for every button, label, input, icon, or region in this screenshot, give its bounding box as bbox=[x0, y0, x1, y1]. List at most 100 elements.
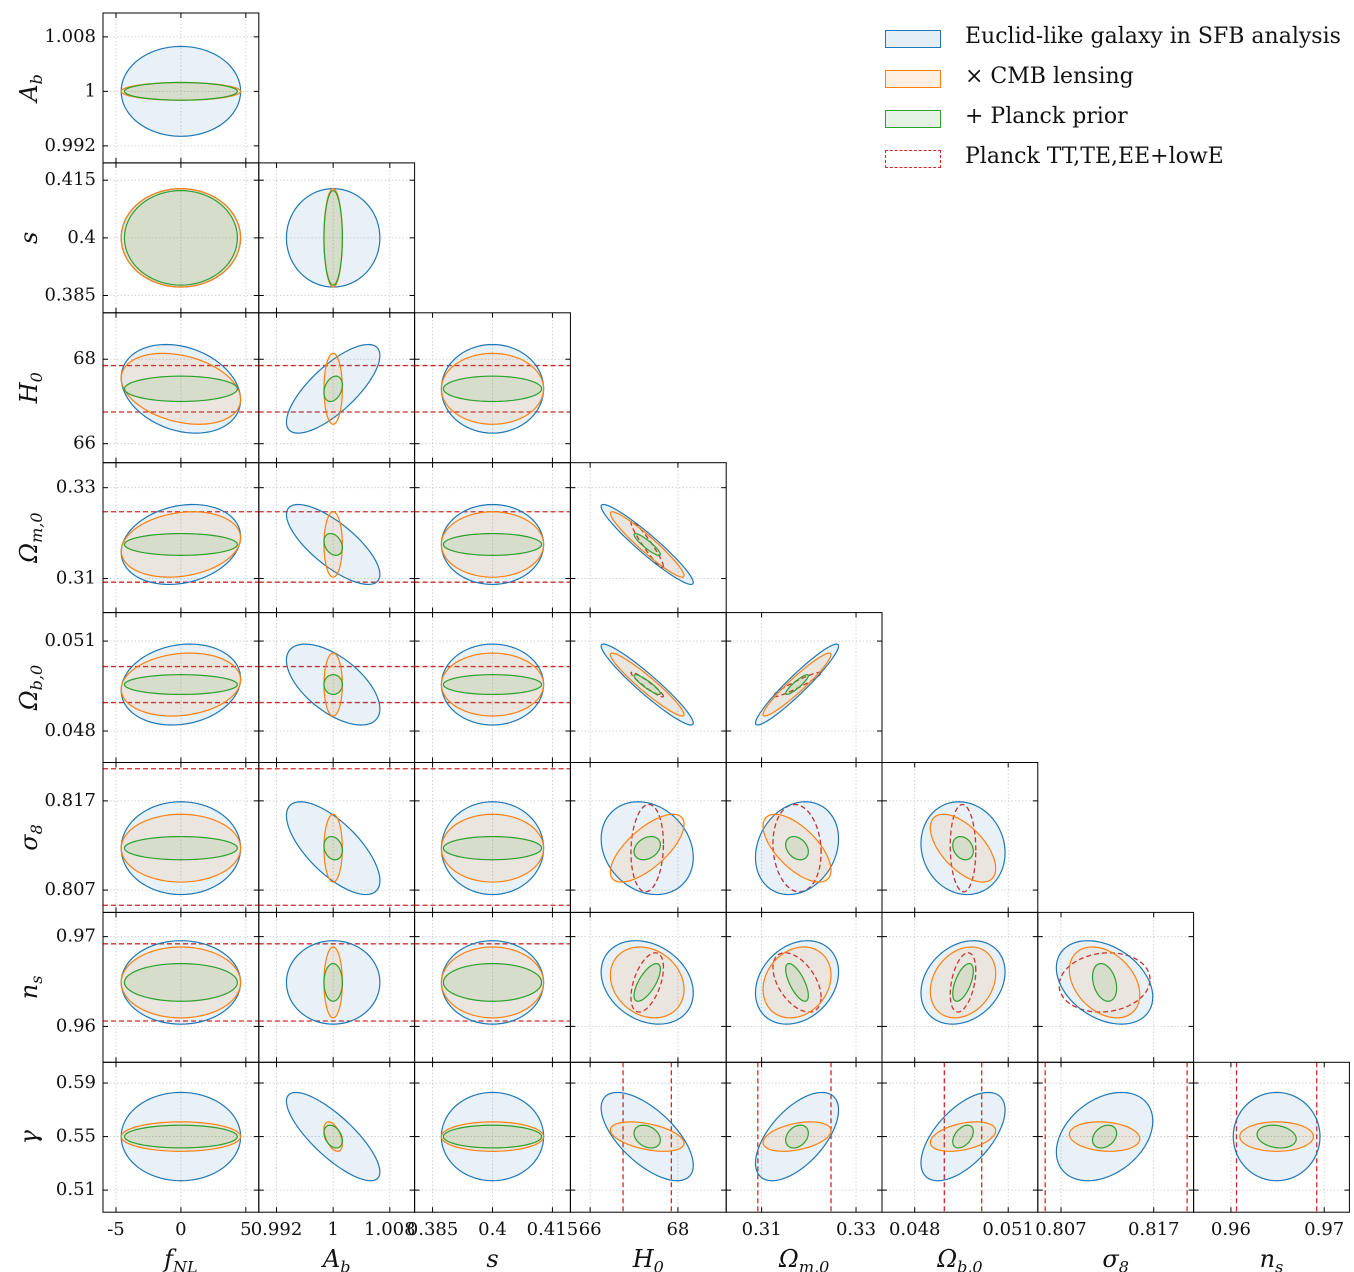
contour-planck-prior bbox=[1091, 962, 1118, 1002]
contour-cmb bbox=[762, 1121, 832, 1152]
x-tick-label: 0.048 bbox=[889, 1219, 941, 1240]
contours bbox=[600, 503, 694, 586]
contour-euclid bbox=[754, 643, 840, 726]
x-axis-label: s bbox=[486, 1245, 498, 1272]
contour-euclid bbox=[600, 940, 694, 1025]
contour-cmb bbox=[440, 652, 545, 717]
contour-planck-prior bbox=[1256, 1124, 1297, 1149]
contour-planck-prior bbox=[123, 674, 238, 696]
x-tick-label: 1 bbox=[327, 1219, 338, 1240]
x-tick-label: 0.807 bbox=[1035, 1219, 1087, 1240]
x-tick-label: 0.385 bbox=[407, 1219, 459, 1240]
contour-cmb bbox=[929, 1121, 997, 1152]
panel-s-sigma8 bbox=[414, 762, 571, 913]
y-tick-label: 0.59 bbox=[56, 1072, 96, 1093]
contour-planck-prior bbox=[442, 674, 543, 696]
contour-planck-prior bbox=[633, 835, 661, 861]
contour-planck-prior bbox=[323, 532, 343, 556]
x-tick-label: -5 bbox=[107, 1219, 125, 1240]
contour-cmb bbox=[762, 813, 832, 883]
panel-H_0-Omega_b0 bbox=[569, 612, 727, 763]
contour-euclid bbox=[285, 801, 381, 896]
panel-f_NL-s bbox=[102, 162, 260, 314]
panel-Omega_m0-gamma bbox=[725, 1061, 883, 1213]
panel-Omega_m0-Omega_b0 bbox=[725, 612, 883, 763]
panel-H_0-n_s bbox=[569, 911, 727, 1063]
x-tick-label: 0 bbox=[175, 1219, 186, 1240]
panel-f_NL-Omega_m0 bbox=[102, 462, 260, 614]
contour-planck-prior bbox=[1091, 1124, 1118, 1149]
contour-cmb bbox=[1068, 1121, 1141, 1152]
legend-swatch-euclid bbox=[885, 30, 941, 48]
contour-planck-prior bbox=[323, 1124, 343, 1149]
contours bbox=[1044, 1062, 1188, 1213]
contour-euclid bbox=[285, 1091, 381, 1182]
y-tick-label: 0.051 bbox=[44, 630, 96, 651]
panel-s-gamma bbox=[414, 1061, 571, 1213]
contours bbox=[600, 801, 694, 896]
contour-planck-prior bbox=[442, 375, 543, 403]
y-tick-label: 66 bbox=[73, 433, 96, 454]
contours bbox=[103, 503, 259, 586]
panel-H_0-sigma8 bbox=[569, 762, 727, 913]
contour-planck-prior bbox=[785, 674, 809, 696]
contour-cmb bbox=[440, 352, 545, 425]
x-axis-label: Ωm,0 bbox=[778, 1245, 829, 1272]
x-tick-label: 0.96 bbox=[1211, 1219, 1251, 1240]
legend-swatch-planck-data bbox=[885, 150, 941, 168]
panel-A_b-Omega_b0 bbox=[258, 612, 416, 763]
contour-cmb bbox=[1239, 1121, 1315, 1152]
contour-planck-prior bbox=[952, 1124, 974, 1149]
panel-H_0-Omega_m0 bbox=[569, 462, 727, 614]
contours bbox=[600, 643, 694, 726]
y-axis-label: Ωb,0 bbox=[15, 665, 46, 711]
contour-cmb bbox=[120, 1121, 242, 1152]
y-tick-label: 1.008 bbox=[44, 26, 96, 47]
y-axis-label: Ωm,0 bbox=[15, 512, 46, 563]
contours bbox=[414, 768, 571, 906]
x-axis-label: Ωb,0 bbox=[936, 1245, 982, 1272]
contour-euclid bbox=[754, 801, 840, 896]
contour-planck-prior bbox=[123, 962, 238, 1002]
x-tick-label: 0.415 bbox=[527, 1219, 579, 1240]
y-tick-label: 0.51 bbox=[56, 1179, 96, 1200]
panel-H_0-gamma bbox=[569, 1061, 727, 1213]
contour-planck-prior bbox=[633, 962, 661, 1002]
y-axis-label: ns bbox=[15, 976, 46, 1000]
contour-euclid bbox=[1055, 940, 1154, 1025]
contours bbox=[285, 188, 381, 288]
panel-Omega_b0-sigma8 bbox=[881, 762, 1039, 913]
contour-planck-prior bbox=[323, 375, 343, 403]
contour-planck-prior bbox=[123, 81, 239, 101]
x-tick-label: 0.817 bbox=[1128, 1219, 1180, 1240]
y-axis-label: γ bbox=[15, 1129, 43, 1144]
contour-cmb bbox=[120, 652, 242, 717]
panel-frame bbox=[1193, 1061, 1350, 1213]
x-axis-label: ns bbox=[1260, 1245, 1284, 1272]
panel-f_NL-n_s bbox=[102, 911, 260, 1063]
contours bbox=[920, 1062, 1006, 1213]
contour-cmb bbox=[440, 1121, 545, 1152]
contour-planck-prior bbox=[442, 835, 543, 861]
contours bbox=[414, 343, 571, 434]
x-tick-label: 0.051 bbox=[982, 1219, 1034, 1240]
contours bbox=[285, 1091, 381, 1182]
panel-sigma8-n_s bbox=[1037, 911, 1195, 1063]
y-tick-label: 0.4 bbox=[67, 227, 96, 248]
panel-s-Omega_b0 bbox=[414, 612, 571, 763]
panel-f_NL-Omega_b0 bbox=[102, 612, 260, 763]
contour-cmb bbox=[609, 813, 685, 883]
contour-planck-prior bbox=[785, 1124, 809, 1149]
contour-euclid bbox=[285, 503, 381, 586]
contour-cmb bbox=[609, 946, 685, 1019]
y-tick-label: 68 bbox=[73, 348, 96, 369]
y-tick-label: 0.415 bbox=[44, 169, 96, 190]
contour-euclid bbox=[754, 1091, 840, 1182]
contours bbox=[258, 768, 415, 906]
contour-euclid bbox=[920, 1091, 1006, 1182]
contour-planck-prior bbox=[323, 189, 343, 286]
panel-A_b-Omega_m0 bbox=[258, 462, 416, 614]
contour-cmb bbox=[762, 652, 832, 717]
panel-A_b-H_0 bbox=[258, 312, 416, 464]
contour-planck-data bbox=[949, 803, 977, 893]
